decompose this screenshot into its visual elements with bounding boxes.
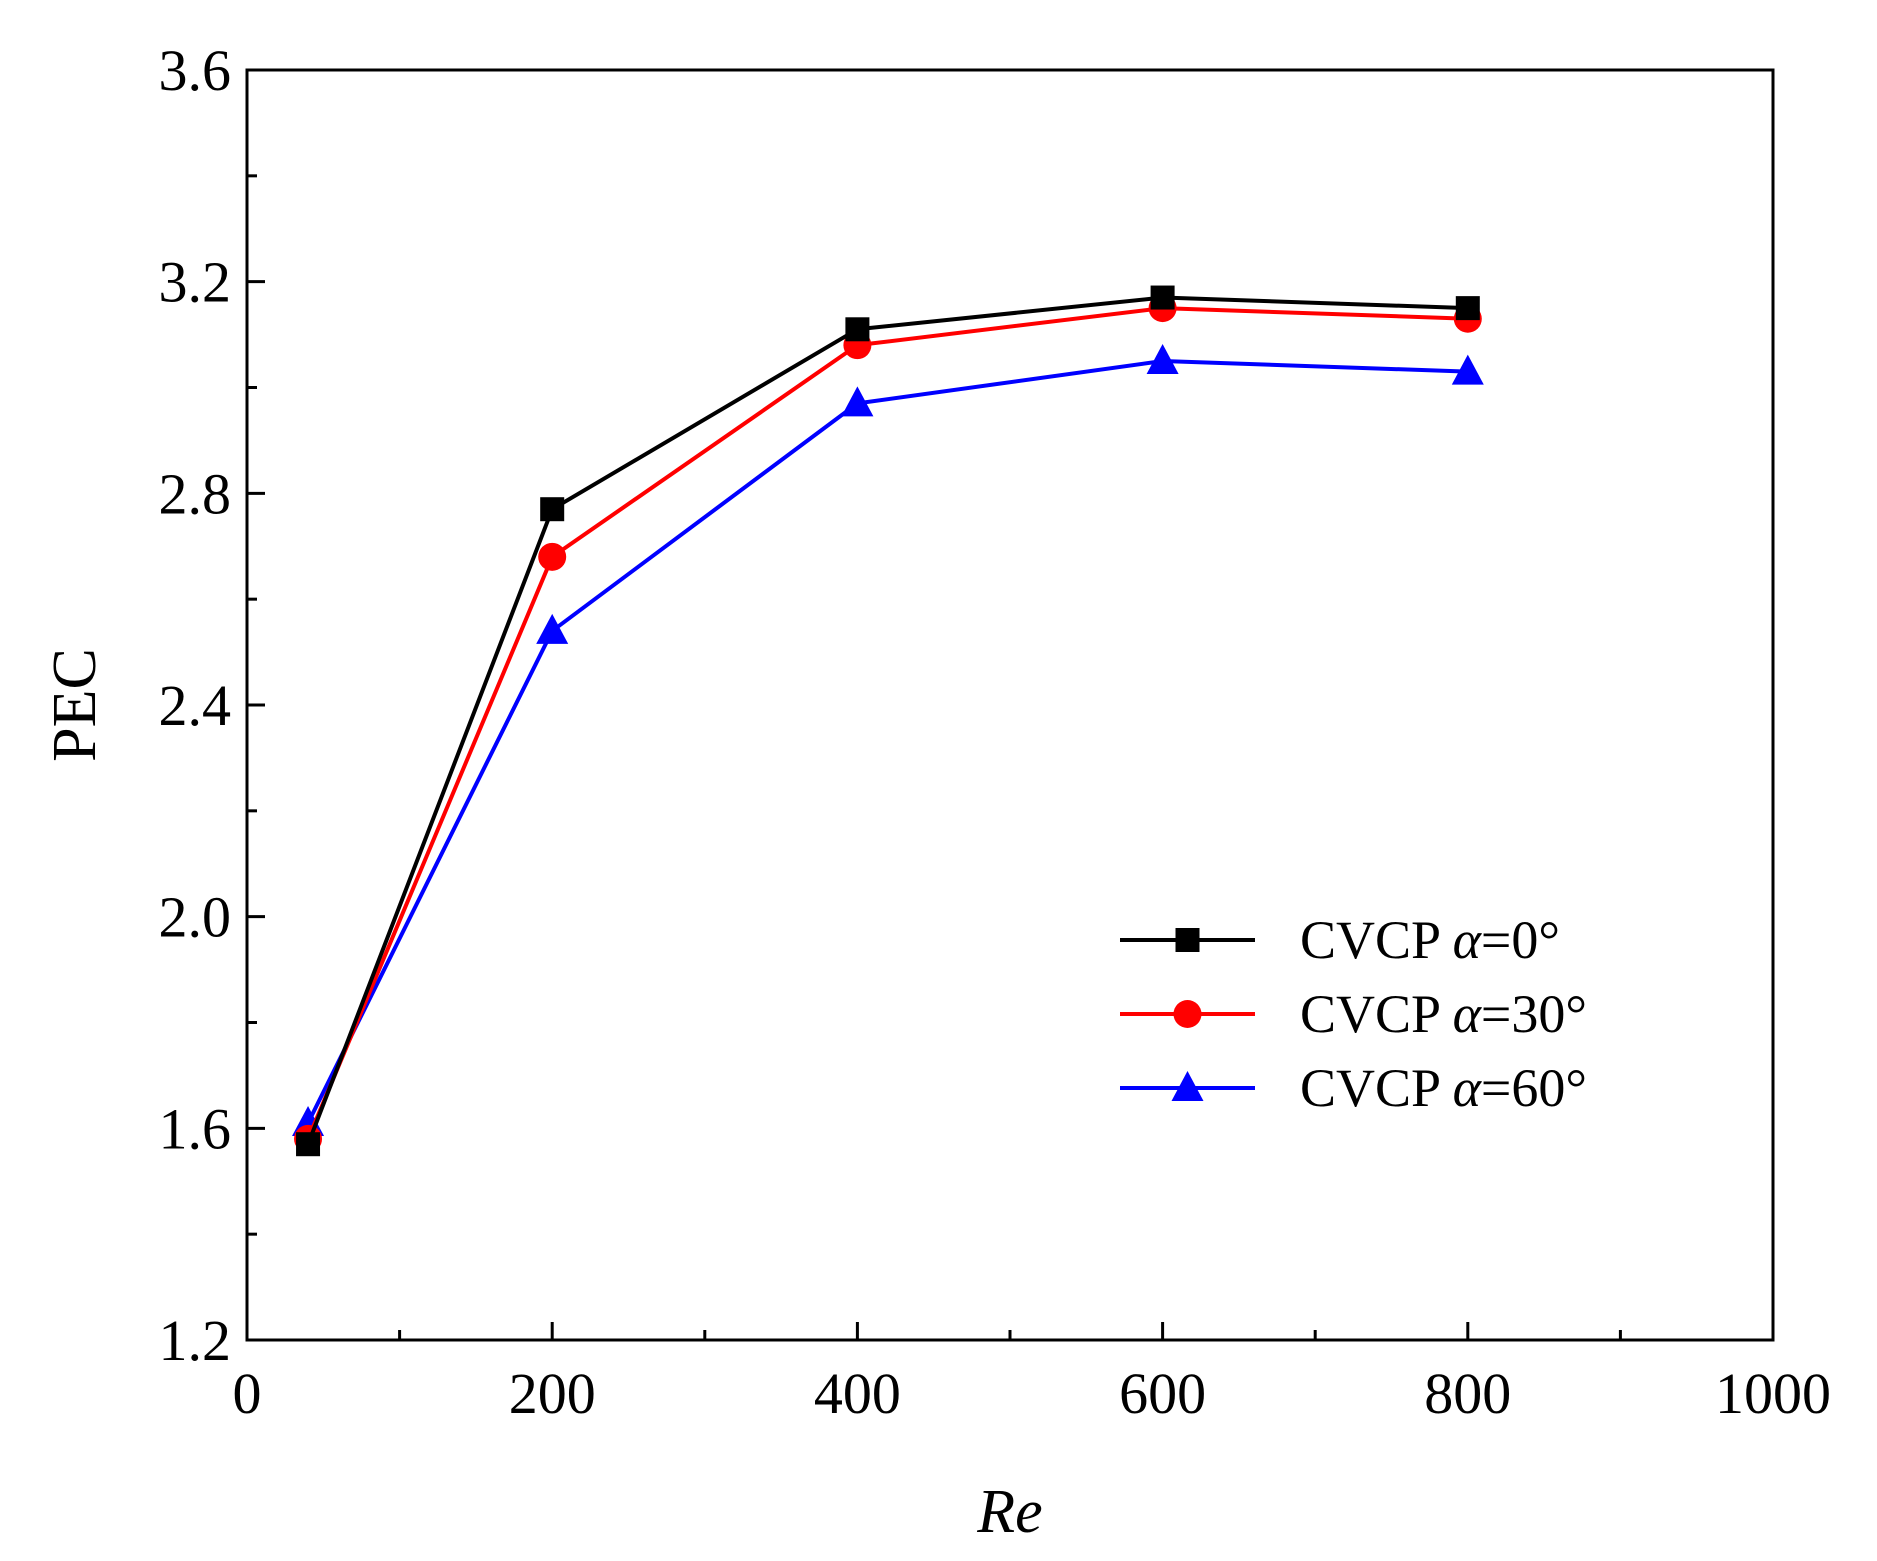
y-tick-label: 1.6: [159, 1096, 232, 1161]
data-point-2-2: [841, 386, 874, 417]
plot-layer: [292, 285, 1484, 1157]
data-point-0-1: [540, 497, 565, 522]
data-point-2-3: [1146, 344, 1179, 375]
legend-marker-2: [1171, 1071, 1204, 1101]
y-axis-title: PEC: [41, 648, 109, 762]
legend-label-0: CVCP α=0°: [1300, 910, 1560, 970]
legend-marker-0: [1175, 928, 1200, 952]
x-tick-label: 600: [1119, 1361, 1206, 1426]
data-point-1-1: [538, 542, 567, 571]
y-tick-label: 1.2: [159, 1308, 232, 1373]
x-tick-label: 200: [509, 1361, 596, 1426]
x-tick-label: 800: [1424, 1361, 1511, 1426]
series-2: [292, 344, 1484, 1137]
y-tick-label: 3.6: [159, 38, 232, 103]
legend-marker-1: [1173, 1000, 1202, 1028]
x-tick-label: 0: [233, 1361, 262, 1426]
data-point-0-3: [1150, 285, 1175, 310]
x-tick-label: 400: [814, 1361, 901, 1426]
legend: CVCP α=0° CVCP α=30° CVCP α=60°: [1120, 910, 1587, 1118]
data-point-0-4: [1455, 296, 1480, 321]
legend-label-2: CVCP α=60°: [1300, 1058, 1587, 1118]
legend-item-0: CVCP α=0°: [1120, 910, 1560, 970]
data-point-0-0: [296, 1132, 321, 1157]
data-point-2-4: [1451, 354, 1484, 385]
y-tick-label: 2.8: [159, 461, 232, 526]
data-point-0-2: [845, 317, 870, 342]
data-point-2-1: [536, 613, 569, 644]
axes-layer: 0 200 400 600 800 1000 1.2 1.6 2.0 2.4 2.8 3.2 3.6 Re…: [41, 38, 1831, 1546]
y-tick-label: 2.0: [159, 885, 232, 950]
series-0: [296, 285, 1480, 1157]
y-tick-label: 2.4: [159, 673, 232, 738]
y-tick-label: 3.2: [159, 250, 232, 315]
series-line-2: [306, 359, 1468, 1124]
x-tick-label: 1000: [1715, 1361, 1831, 1426]
legend-item-2: CVCP α=60°: [1120, 1058, 1587, 1118]
series-line-1: [306, 306, 1468, 1140]
legend-label-1: CVCP α=30°: [1300, 984, 1587, 1044]
legend-item-1: CVCP α=30°: [1120, 984, 1587, 1044]
x-axis-title: Re: [976, 1478, 1042, 1546]
